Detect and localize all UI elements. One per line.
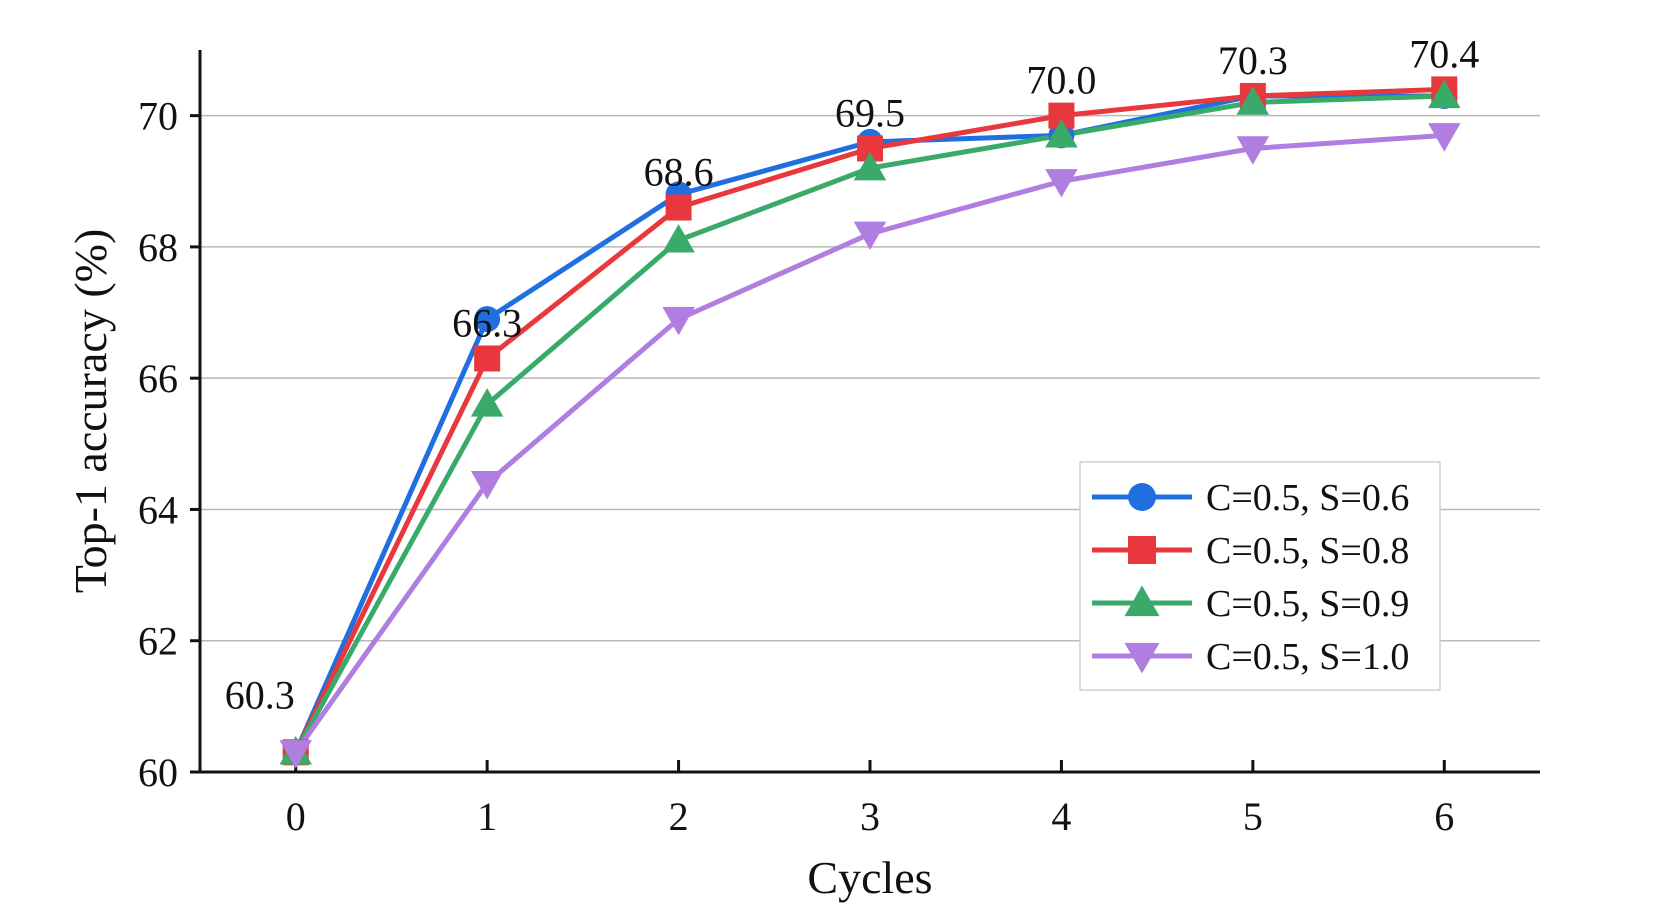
series-3-point — [662, 224, 695, 253]
series-1-point — [474, 306, 501, 333]
x-tick-label: 5 — [1243, 794, 1263, 839]
series-2-point — [474, 345, 501, 372]
series-3-point — [1428, 79, 1461, 109]
y-tick-label: 70 — [138, 94, 178, 139]
series-4-point — [1428, 123, 1461, 152]
legend-marker — [1124, 585, 1160, 617]
data-label: 70.3 — [1218, 38, 1288, 83]
x-tick-label: 0 — [286, 794, 306, 839]
series-4-point — [853, 221, 887, 251]
legend-label: C=0.5, S=0.6 — [1206, 477, 1409, 519]
data-label: 69.5 — [835, 90, 905, 135]
legend-label: C=0.5, S=1.0 — [1206, 636, 1409, 678]
series-2-point — [665, 194, 692, 221]
legend-label: C=0.5, S=0.9 — [1206, 583, 1409, 625]
series-4-point — [279, 740, 312, 769]
legend-marker — [1124, 642, 1160, 674]
series-4-point — [1045, 169, 1078, 198]
data-labels: 60.3 66.3 68.6 69.5 70.0 70.3 70.4 — [225, 31, 1480, 717]
series-3-point — [1045, 119, 1078, 148]
series-3-point — [1236, 86, 1270, 115]
series-3-point — [470, 388, 504, 417]
y-tick-label: 62 — [138, 619, 178, 664]
series-4-point — [662, 306, 695, 336]
data-label: 66.3 — [452, 300, 522, 345]
x-tick-label: 4 — [1051, 794, 1071, 839]
legend: C=0.5, S=0.6 C=0.5, S=0.8 C=0.5, S=0.9 C=0.… — [1079, 461, 1441, 691]
x-axis-title: Cycles — [807, 852, 932, 903]
y-tick-label: 64 — [138, 487, 178, 532]
data-label: 60.3 — [225, 672, 295, 717]
series-4-point — [1236, 136, 1270, 165]
legend-marker — [1128, 536, 1156, 564]
series-3-point — [853, 151, 887, 181]
axes: 60 62 64 66 68 70 0 1 2 3 4 5 6 Cycles Top-1 accuracy … — [65, 50, 1540, 903]
x-tick-label: 3 — [860, 794, 880, 839]
legend-marker — [1128, 483, 1156, 511]
y-tick-label: 60 — [138, 750, 178, 795]
data-label: 70.4 — [1409, 31, 1479, 76]
y-tick-label: 68 — [138, 225, 178, 270]
x-tick-label: 6 — [1434, 794, 1454, 839]
y-tick-label: 66 — [138, 356, 178, 401]
series-4-point — [470, 471, 504, 500]
legend-label: C=0.5, S=0.8 — [1206, 530, 1409, 572]
series-markers — [279, 76, 1461, 769]
x-tick-label: 1 — [477, 794, 497, 839]
y-axis-title: Top-1 accuracy (%) — [65, 229, 116, 594]
data-label: 70.0 — [1026, 58, 1096, 103]
x-tick-label: 2 — [669, 794, 689, 839]
data-label: 68.6 — [644, 150, 714, 195]
